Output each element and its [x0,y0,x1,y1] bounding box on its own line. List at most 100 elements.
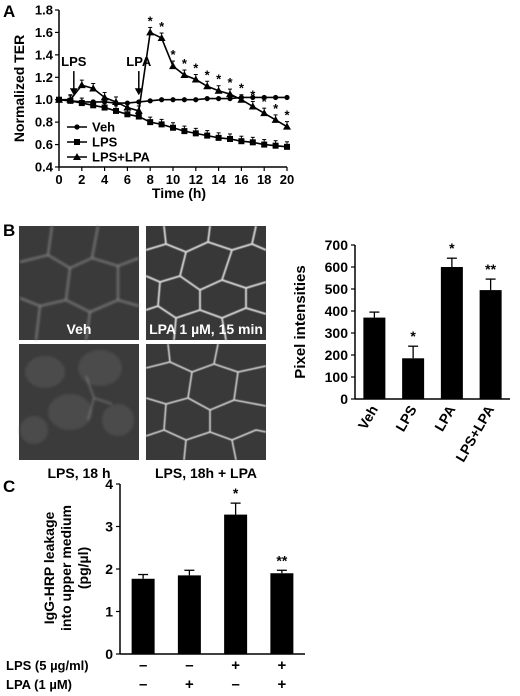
data-point [170,97,176,103]
legend-label: LPS [92,135,118,150]
x-tick-label: 20 [280,172,294,187]
micrograph-veh: Veh [19,225,140,341]
data-point [203,82,212,90]
data-point [191,75,200,83]
significance-marker: ** [485,261,496,277]
y-tick-label: 1.2 [35,70,53,85]
treatment-sign: – [185,657,193,674]
bar [177,575,201,654]
significance-star: * [227,75,233,90]
y-tick-label: 0.6 [35,137,53,152]
y-tick-label: 1.6 [35,25,53,40]
micrograph-lps: LPS, 18 h [19,344,139,481]
bar [363,317,386,399]
data-point [159,97,165,103]
y-tick-label: 500 [325,281,349,297]
significance-marker: * [410,328,416,344]
data-point [66,95,75,103]
x-tick-label: 4 [101,172,109,187]
data-point [283,122,291,130]
data-point [100,93,109,101]
data-point [271,115,280,123]
annotation-label: LPS [61,54,87,69]
treatment-label: LPS (5 µg/ml) [6,658,89,673]
micrograph-caption-lps-lpa: LPS, 18h + LPA [155,465,257,481]
data-point [77,81,86,89]
category-label: LPS [392,403,419,435]
data-point [249,139,256,146]
y-axis-title-line: into upper medium [58,505,74,631]
data-point [169,62,177,70]
panel-letter-b: B [3,221,15,240]
data-point [215,134,222,141]
significance-star: * [273,101,279,116]
category-label: LPA [431,403,458,434]
data-point [237,95,246,103]
data-point [238,138,245,145]
data-point [78,100,85,107]
micrograph-caption-veh: Veh [67,321,92,337]
y-tick-label: 300 [325,325,349,341]
chart-b: 0 100 200 300 400 500 600 700 Veh * LPS * LPA ** LPS+L… [292,237,510,465]
data-point [101,104,108,111]
category-label: Veh [355,403,381,433]
bar [440,267,463,399]
data-point [226,90,234,98]
data-point [55,95,63,103]
y-tick-label: 400 [325,303,349,319]
data-point [123,103,132,111]
bar [402,358,425,399]
x-axis-title: Time (h) [152,185,206,201]
y-tick-label: 1 [105,604,113,620]
bar [270,573,294,654]
data-point [181,97,187,103]
treatment-sign: + [185,676,194,693]
data-point [227,135,233,142]
bar [224,514,248,654]
data-point [102,99,108,105]
bar [479,290,502,399]
data-point [134,106,143,114]
treatment-sign: – [139,657,147,674]
significance-star: * [193,61,199,76]
data-point [170,124,176,131]
series-lps-lpa [55,26,291,130]
significance-star: * [284,108,290,123]
data-point [180,71,189,79]
y-tick-label: 2 [105,561,113,577]
significance-star: * [159,19,165,34]
data-point [181,128,188,135]
annotation-label: LPA [126,54,152,69]
x-tick-label: 6 [124,172,131,187]
y-tick-label: 0.8 [35,115,53,130]
significance-star: * [182,56,188,71]
chart-a: 0 2 4 6 8 10 12 14 16 18 20 0.4 0.6 0.8 1.0 1.2 1.4 1.6 1.… [11,3,294,202]
y-tick-label: 700 [325,237,349,253]
y-axis-title-line: (pg/µl) [75,547,91,589]
significance-star: * [239,81,245,96]
legend-label: LPS+LPA [92,150,151,165]
y-tick-label: 1.4 [35,47,54,62]
significance-marker: * [449,240,455,256]
data-point [146,28,155,36]
x-tick-label: 2 [78,172,85,187]
legend-label: Veh [92,120,115,135]
data-point [261,141,268,148]
data-point [113,107,119,114]
y-tick-label: 1.8 [35,3,53,18]
micrograph-lps-lpa: LPS, 18h + LPA [145,343,267,481]
treatment-sign: – [231,676,239,693]
micrograph-grid: Veh LPA 1 µM, 15 min [19,225,267,481]
data-point [158,121,165,128]
data-point [214,86,223,94]
data-point [157,34,166,42]
data-point [147,119,154,126]
y-tick-label: 0 [105,646,113,662]
treatment-sign: – [139,676,147,693]
data-point [193,97,199,103]
y-tick-label: 0.4 [35,160,54,175]
data-point [135,113,142,120]
data-point [250,94,256,101]
data-point [112,97,120,105]
data-point [248,102,257,110]
